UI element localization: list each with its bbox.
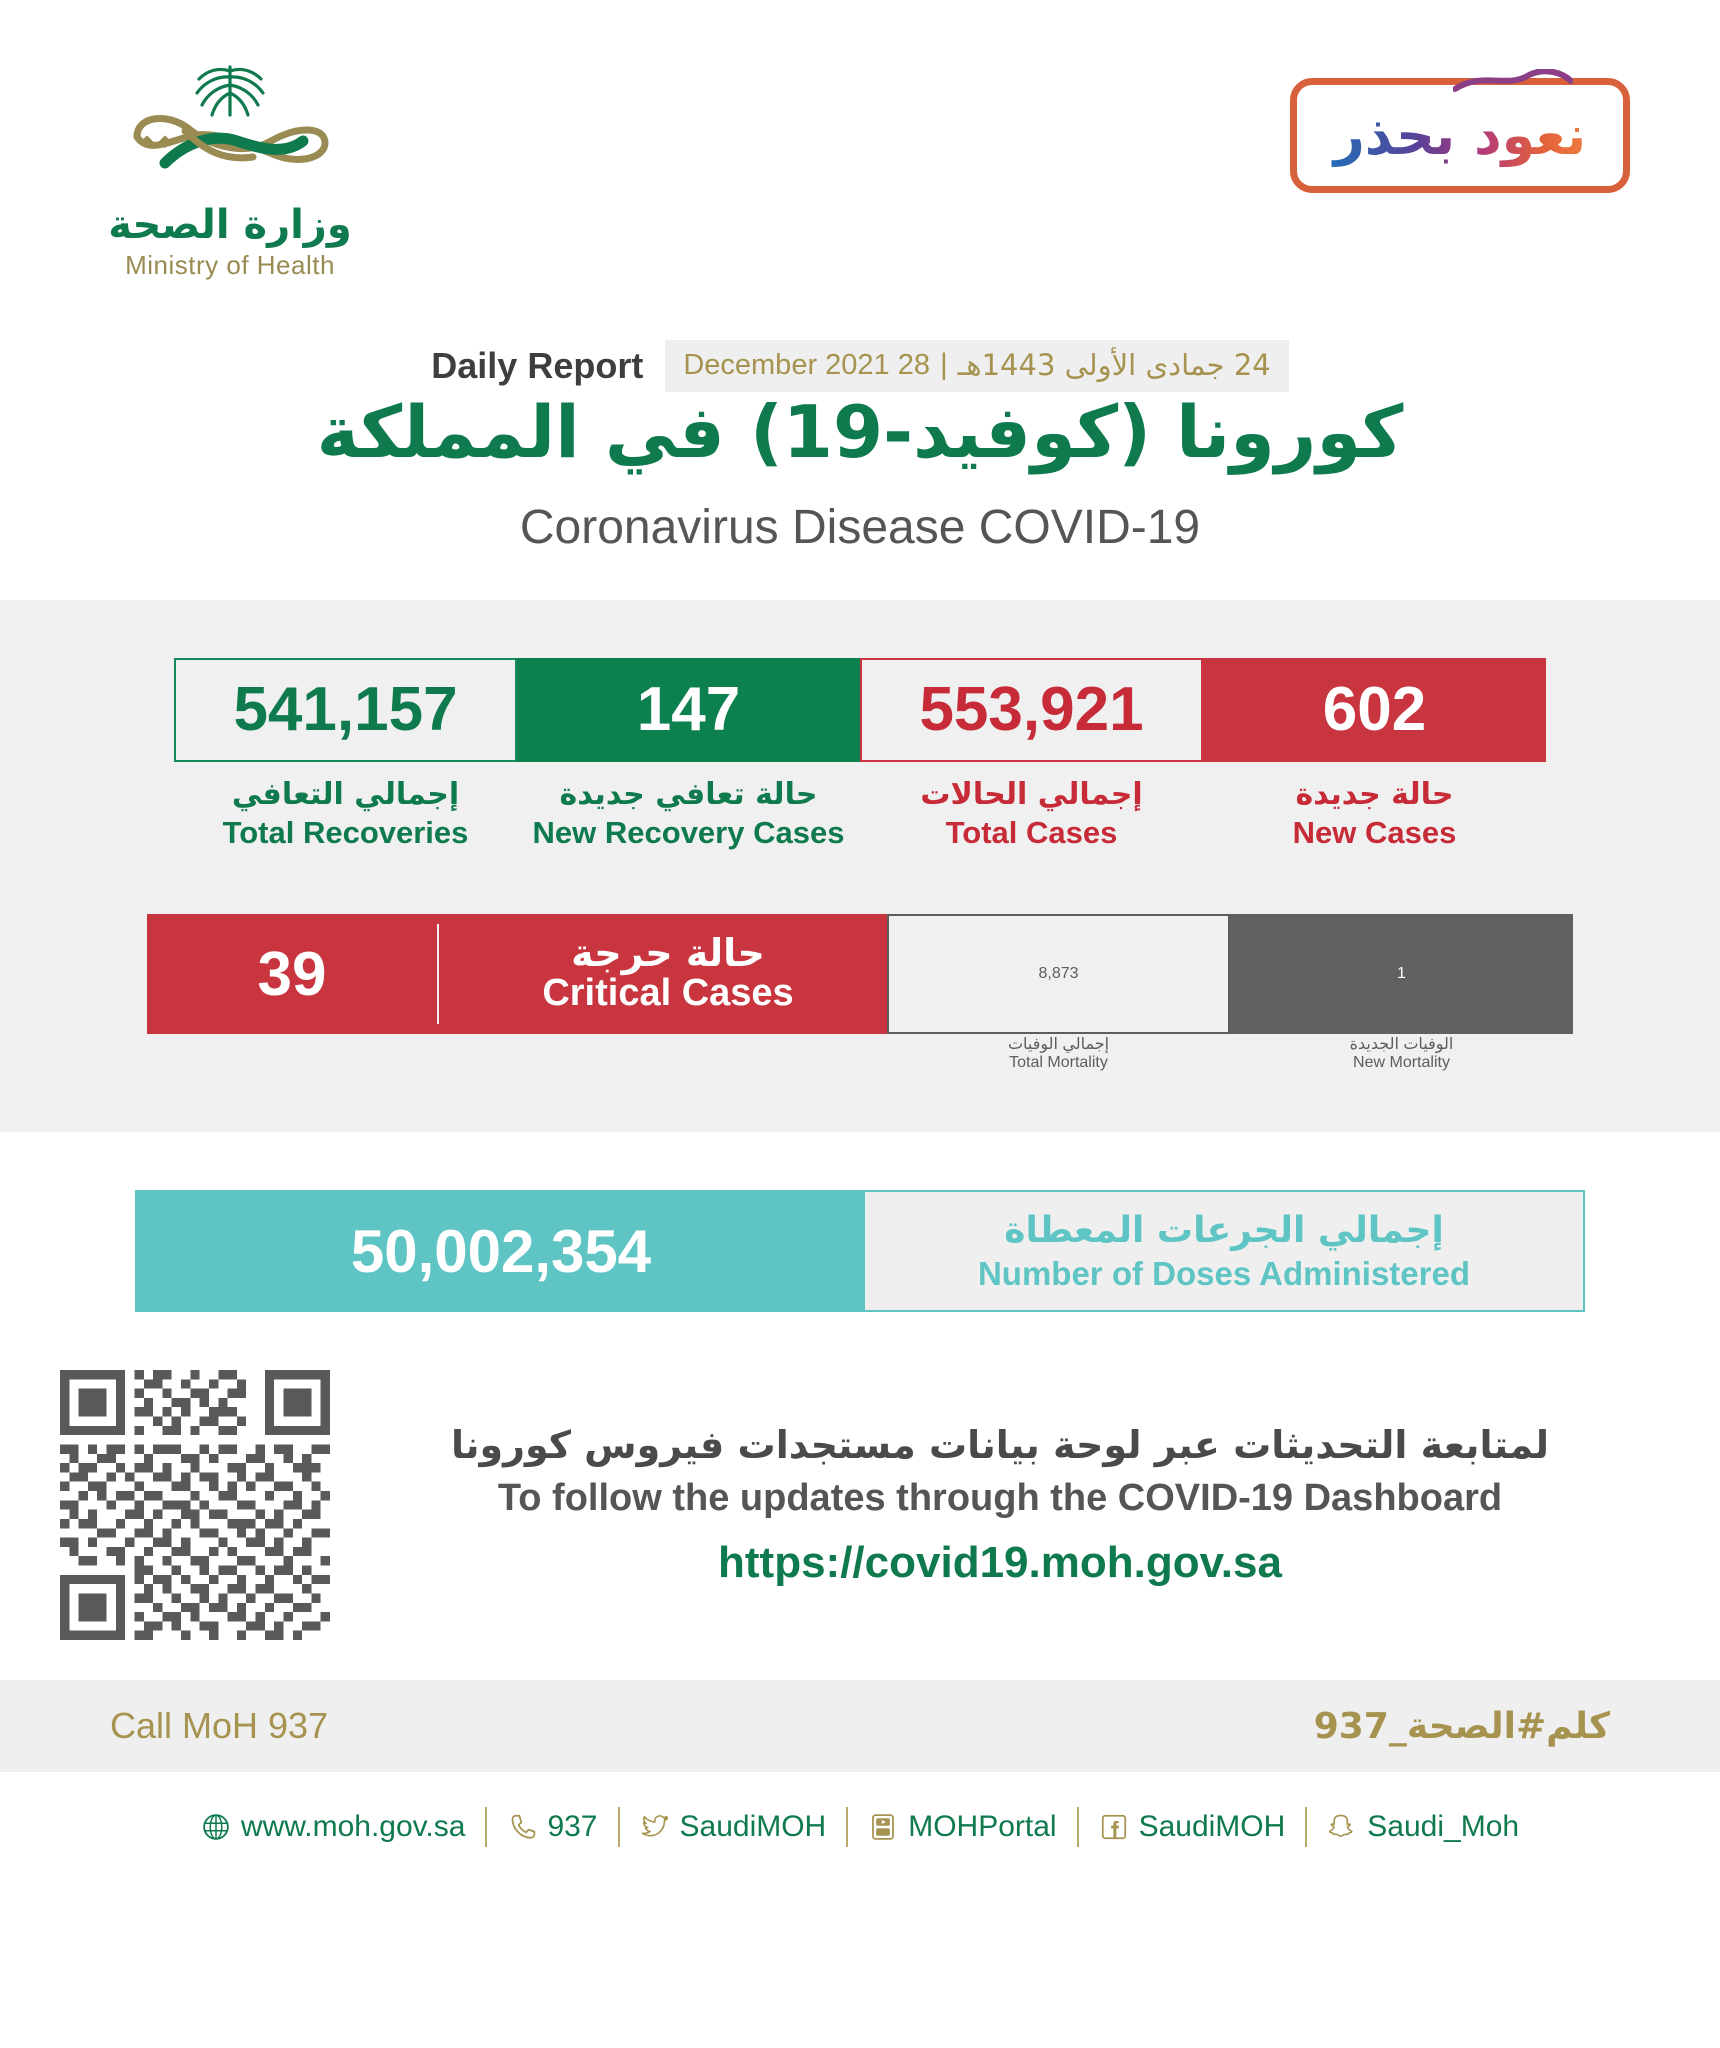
social-item-youtube[interactable]: MOHPortal (848, 1810, 1076, 1844)
stat-card-new-mortality: 1 الوفيات الجديدة New Mortality (1230, 914, 1573, 1072)
qr-code-icon[interactable] (60, 1370, 330, 1641)
date-gregorian: 28 December 2021 (683, 348, 930, 381)
stats-row-1: 541,157 إجمالي التعافي Total Recoveries … (0, 658, 1720, 850)
snapchat-text: Saudi_Moh (1367, 1810, 1520, 1844)
new-recovery-cases-value: 147 (636, 675, 741, 744)
doses-section: 50,002,354 إجمالي الجرعات المعطاة Number… (0, 1132, 1720, 1313)
total-mortality-value: 8,873 (1038, 965, 1079, 983)
new-mortality-label-en: New Mortality (1353, 1054, 1450, 1072)
ministry-of-health-logo: وزارة الصحة Ministry of Health (85, 45, 375, 281)
new-cases-label-ar: حالة جديدة (1295, 777, 1454, 812)
social-divider (1305, 1807, 1308, 1848)
new-cases-value: 602 (1322, 675, 1427, 744)
twitter-icon (641, 1815, 668, 1837)
critical-cases-label-ar: حالة حرجة (571, 931, 765, 976)
ministry-name-arabic: وزارة الصحة (108, 202, 352, 248)
total-cases-label-ar: إجمالي الحالات (920, 777, 1143, 812)
call-moh-label: Call MoH 937 (110, 1705, 329, 1747)
globe-icon (203, 1814, 229, 1840)
youtube-icon (872, 1814, 895, 1840)
naoud-bihazar-campaign-logo: نعود بحذر (1290, 69, 1630, 193)
stats-row-2: 39 حالة حرجة Critical Cases 8,873 إجمالي… (0, 914, 1720, 1072)
new-cases-label-en: New Cases (1292, 814, 1457, 850)
report-date-row: Daily Report 24 جمادى الأولى 1443هـ | 28… (0, 340, 1720, 392)
twitter-text: SaudiMOH (679, 1810, 827, 1844)
page-title-english: Coronavirus Disease COVID-19 (519, 501, 1201, 554)
total-cases-value: 553,921 (919, 675, 1144, 744)
total-recoveries-value-box: 541,157 (174, 658, 517, 762)
phone-icon (512, 1815, 536, 1839)
stat-card-new-recovery-cases: 147 حالة تعافي جديدة New Recovery Cases (517, 658, 860, 850)
daily-report-label: Daily Report (431, 345, 644, 386)
statistics-panel: 541,157 إجمالي التعافي Total Recoveries … (0, 600, 1720, 1133)
new-mortality-value: 1 (1397, 965, 1406, 983)
critical-cases-labels: حالة حرجة Critical Cases (439, 931, 887, 1015)
date-separator: | (940, 348, 948, 381)
campaign-slogan: نعود بحذر (1326, 104, 1595, 167)
dashboard-text-block: لمتابعة التحديثات عبر لوحة بيانات مستجدا… (390, 1423, 1720, 1588)
social-item-facebook[interactable]: SaudiMOH (1079, 1810, 1306, 1844)
social-footer: www.moh.gov.sa 937 SaudiMOH MOHPortal (0, 1772, 1720, 1883)
social-item-phone[interactable]: 937 (487, 1810, 617, 1844)
stat-card-total-recoveries: 541,157 إجمالي التعافي Total Recoveries (174, 658, 517, 850)
total-recoveries-value: 541,157 (233, 675, 458, 744)
social-item-twitter[interactable]: SaudiMOH (620, 1810, 847, 1844)
website-text: www.moh.gov.sa (240, 1810, 466, 1844)
dashboard-text-ar: لمتابعة التحديثات عبر لوحة بيانات مستجدا… (451, 1422, 1549, 1467)
doses-label-en: Number of Doses Administered (977, 1254, 1471, 1292)
page-title-arabic: كورونا (كوفيد-19) في المملكة (316, 390, 1405, 474)
call-moh-hashtag-ar: كلم#الصحة_937 (1313, 1705, 1610, 1747)
doses-administered-labels: إجمالي الجرعات المعطاة Number of Doses A… (865, 1192, 1583, 1311)
critical-cases-divider (437, 924, 439, 1025)
dashboard-url[interactable]: https://covid19.moh.gov.sa (718, 1537, 1282, 1587)
total-mortality-label-ar: إجمالي الوفيات (1007, 1036, 1110, 1054)
snapchat-icon (1329, 1814, 1353, 1838)
facebook-text: SaudiMOH (1138, 1810, 1286, 1844)
stat-card-critical-cases: 39 حالة حرجة Critical Cases (147, 914, 887, 1035)
moh-palm-swords-logo-icon (133, 65, 329, 169)
stat-card-total-mortality: 8,873 إجمالي الوفيات Total Mortality (887, 914, 1230, 1072)
phone-text: 937 (547, 1810, 598, 1844)
report-header: وزارة الصحة Ministry of Health نعود بحذر… (0, 0, 1720, 600)
new-recovery-cases-label-ar: حالة تعافي جديدة (559, 777, 818, 812)
new-recovery-cases-value-box: 147 (517, 658, 860, 762)
new-mortality-value-box: 1 (1230, 914, 1573, 1035)
date-hijri: 24 جمادى الأولى 1443هـ (957, 348, 1271, 382)
youtube-text: MOHPortal (908, 1810, 1057, 1844)
critical-cases-label-en: Critical Cases (542, 972, 794, 1015)
ministry-name-english: Ministry of Health (125, 250, 335, 280)
stat-card-total-cases: 553,921 إجمالي الحالات Total Cases (860, 658, 1203, 850)
qr-code-block[interactable] (0, 1370, 390, 1641)
social-divider (485, 1807, 488, 1848)
social-item-snapchat[interactable]: Saudi_Moh (1307, 1810, 1539, 1844)
facebook-icon (1101, 1815, 1126, 1840)
total-mortality-label-en: Total Mortality (1009, 1054, 1108, 1072)
stat-card-new-cases: 602 حالة جديدة New Cases (1203, 658, 1546, 850)
social-item-website[interactable]: www.moh.gov.sa (181, 1810, 486, 1844)
doses-administered-bar: 50,002,354 إجمالي الجرعات المعطاة Number… (135, 1190, 1585, 1313)
total-cases-label-en: Total Cases (945, 814, 1118, 850)
total-recoveries-label-ar: إجمالي التعافي (231, 777, 460, 812)
dashboard-text-en: To follow the updates through the COVID-… (497, 1476, 1503, 1519)
social-divider (846, 1807, 849, 1848)
dashboard-section: لمتابعة التحديثات عبر لوحة بيانات مستجدا… (0, 1312, 1720, 1680)
call-moh-bar: Call MoH 937 كلم#الصحة_937 (0, 1680, 1720, 1773)
doses-administered-value: 50,002,354 (137, 1192, 865, 1311)
new-mortality-label-ar: الوفيات الجديدة (1349, 1036, 1454, 1054)
total-mortality-value-box: 8,873 (887, 914, 1230, 1035)
new-recovery-cases-label-en: New Recovery Cases (532, 814, 845, 850)
total-cases-value-box: 553,921 (860, 658, 1203, 762)
critical-cases-value: 39 (257, 939, 327, 1009)
swoosh-icon (1453, 69, 1574, 92)
new-cases-value-box: 602 (1203, 658, 1546, 762)
doses-label-ar: إجمالي الجرعات المعطاة (1004, 1209, 1444, 1251)
social-divider (1076, 1807, 1079, 1848)
social-divider (617, 1807, 620, 1848)
total-recoveries-label-en: Total Recoveries (222, 814, 469, 850)
date-chip: 24 جمادى الأولى 1443هـ | 28 December 202… (665, 340, 1289, 392)
